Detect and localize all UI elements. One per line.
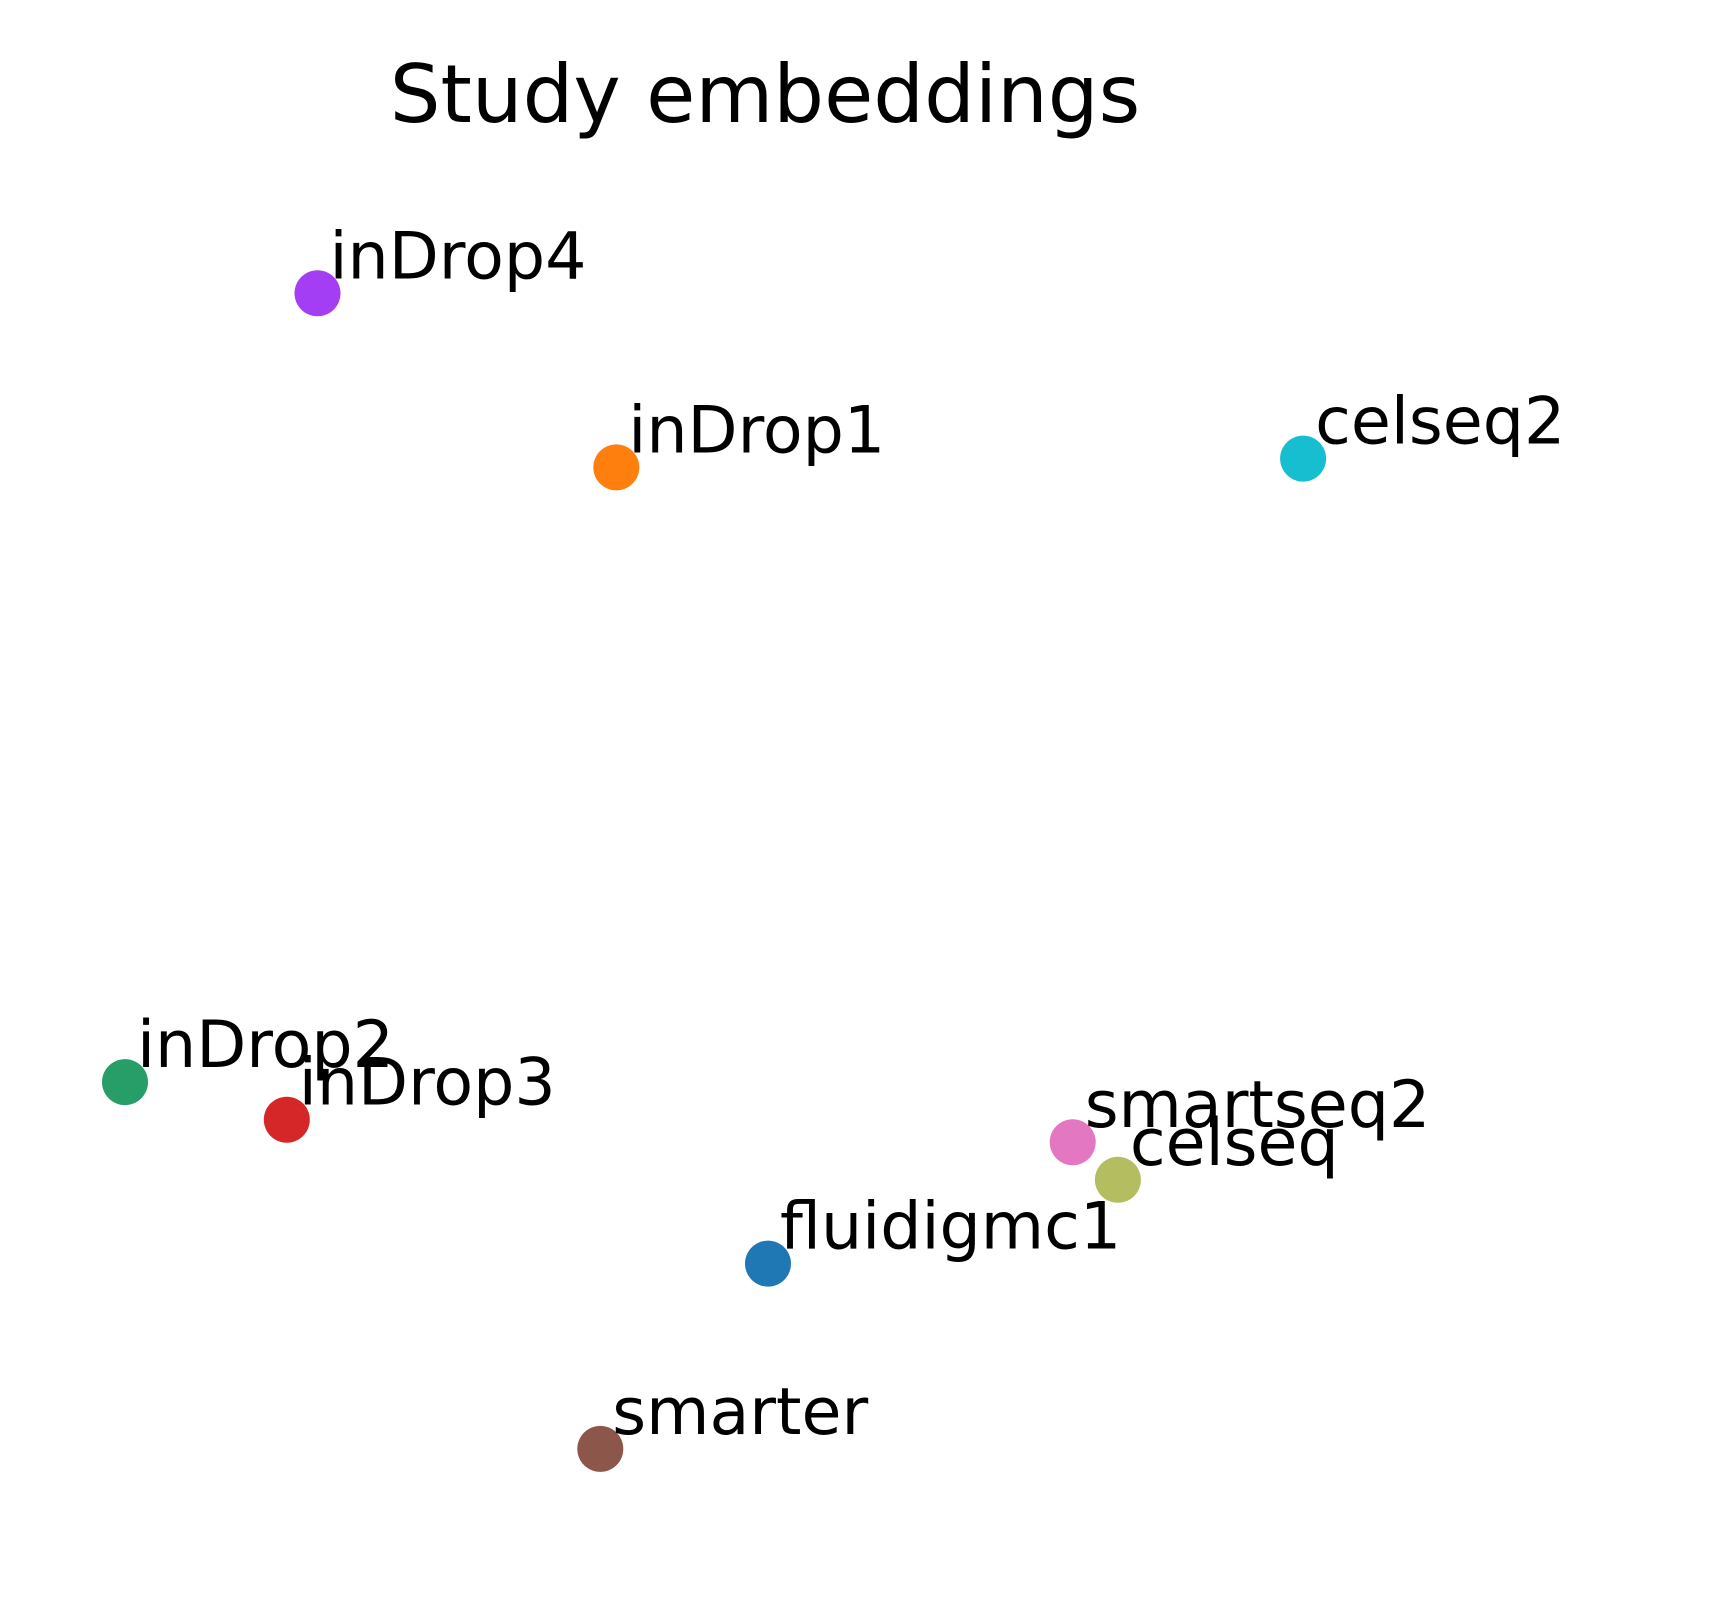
point-label-smartseq2: smartseq2 — [1085, 1068, 1431, 1143]
point-label-celseq: celseq — [1130, 1106, 1339, 1181]
point-celseq — [1094, 1156, 1141, 1203]
point-indrop1 — [593, 444, 640, 491]
points-layer — [102, 270, 1327, 1472]
point-label-indrop1: inDrop1 — [628, 393, 885, 468]
point-smarter — [577, 1425, 624, 1472]
point-label-celseq2: celseq2 — [1315, 385, 1565, 460]
point-label-indrop4: inDrop4 — [330, 219, 587, 294]
point-indrop4 — [294, 270, 341, 317]
chart-title: Study embeddings — [390, 48, 1141, 141]
point-label-indrop3: inDrop3 — [299, 1046, 556, 1121]
point-indrop3 — [263, 1096, 310, 1143]
point-indrop2 — [102, 1059, 148, 1106]
point-smartseq2 — [1049, 1119, 1096, 1166]
point-fluidigmc1 — [745, 1240, 791, 1287]
point-label-fluidigmc1: fluidigmc1 — [780, 1190, 1121, 1265]
point-label-smarter: smarter — [612, 1375, 868, 1450]
point-celseq2 — [1280, 435, 1327, 482]
point-label-indrop2: inDrop2 — [137, 1008, 394, 1083]
